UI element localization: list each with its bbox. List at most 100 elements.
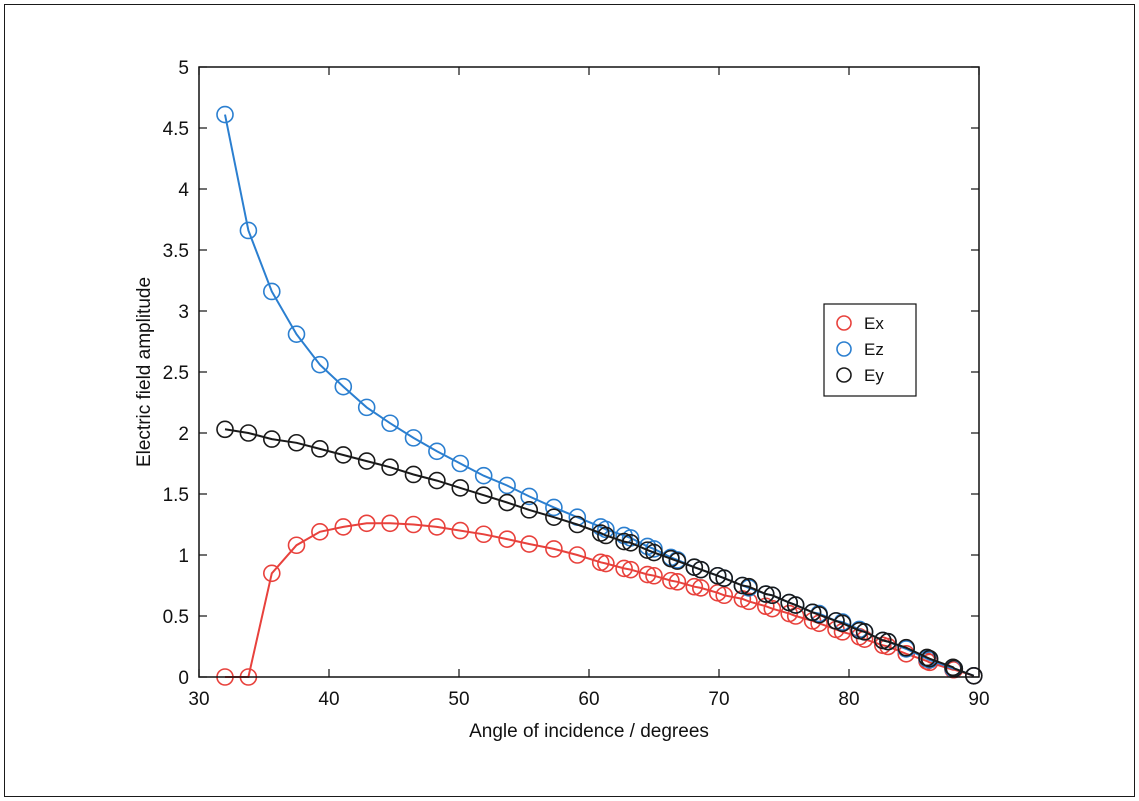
data-point [810, 605, 828, 624]
data-point [262, 282, 281, 301]
data-point [662, 571, 680, 590]
data-point [597, 554, 615, 573]
series-ey [216, 420, 983, 685]
series-ex [216, 514, 983, 686]
series-line-ex [225, 522, 975, 678]
y-tick-label: 2.5 [163, 363, 189, 384]
x-tick-label: 90 [968, 689, 989, 710]
data-point [715, 586, 734, 605]
data-point [311, 523, 329, 541]
y-tick-label: 3 [178, 302, 189, 323]
series-layer [216, 105, 983, 686]
y-tick-label: 1 [178, 546, 189, 567]
data-point [668, 552, 687, 570]
data-point [668, 573, 687, 591]
data-point [638, 565, 657, 584]
y-tick-label: 0.5 [163, 607, 189, 628]
data-point [498, 476, 516, 495]
data-point [645, 543, 663, 562]
ticks-layer: 30 40 50 60 70 80 90 0 0.5 1 1.5 2 2.5 3 3.5 4 4.5 5 [163, 58, 990, 710]
x-tick-label: 30 [188, 689, 209, 710]
data-point [428, 518, 446, 536]
data-point [474, 486, 493, 505]
data-point [262, 430, 281, 448]
y-tick-label: 5 [178, 58, 189, 79]
legend-label: Ex [864, 314, 884, 333]
data-point [311, 440, 329, 458]
data-point [239, 221, 258, 240]
data-point [451, 521, 470, 540]
data-point [691, 560, 710, 579]
data-point [568, 546, 587, 564]
data-point [357, 514, 376, 533]
data-point [879, 632, 897, 651]
data-point [615, 559, 633, 578]
x-tick-label: 60 [578, 689, 599, 710]
legend-label: Ey [864, 366, 884, 385]
data-point [498, 493, 516, 512]
data-point [334, 446, 353, 464]
data-point [920, 649, 939, 668]
data-point [451, 479, 470, 497]
data-point [833, 614, 852, 633]
data-point [715, 569, 734, 587]
legend-label: Ez [864, 340, 884, 359]
y-axis-title: Electric field amplitude [134, 277, 155, 467]
data-point [357, 452, 376, 470]
y-tick-label: 1.5 [163, 485, 189, 506]
data-point [381, 414, 399, 433]
data-point [334, 377, 353, 396]
data-point [216, 105, 234, 124]
data-point [498, 530, 516, 548]
y-tick-label: 4 [178, 180, 189, 201]
x-tick-label: 80 [838, 689, 859, 710]
data-point [357, 398, 376, 417]
data-point [897, 645, 916, 663]
data-point [879, 637, 897, 656]
x-tick-label: 70 [708, 689, 729, 710]
data-point [262, 564, 281, 583]
x-axis-title: Angle of incidence / degrees [469, 721, 709, 742]
y-tick-label: 2 [178, 424, 189, 445]
data-point [381, 514, 399, 533]
legend-marker [836, 341, 852, 357]
data-point [404, 465, 423, 484]
data-point [287, 325, 306, 343]
data-point [334, 518, 353, 536]
data-point [740, 592, 758, 611]
data-point [685, 577, 704, 596]
data-point [520, 501, 539, 519]
data-point [239, 424, 258, 442]
y-tick-label: 3.5 [163, 241, 189, 262]
data-point [287, 433, 306, 452]
data-point [474, 525, 493, 544]
data-point [855, 623, 874, 641]
data-point [520, 535, 539, 553]
data-point [691, 579, 710, 597]
legend: Ex Ez Ey [823, 303, 917, 397]
data-point [287, 536, 306, 555]
legend-marker [836, 315, 852, 331]
data-point [404, 429, 423, 447]
data-point [964, 666, 983, 685]
data-point [763, 599, 782, 618]
data-point [897, 638, 916, 657]
x-tick-label: 40 [318, 689, 339, 710]
data-point [428, 471, 446, 490]
data-point [786, 596, 805, 614]
data-point [615, 532, 633, 551]
data-point [621, 560, 640, 579]
data-point [545, 508, 563, 526]
data-point [597, 526, 615, 545]
data-point [621, 533, 640, 552]
data-point [756, 585, 775, 603]
data-point [216, 420, 234, 439]
legend-marker [836, 367, 852, 383]
data-point [520, 487, 539, 506]
data-point [381, 458, 399, 476]
data-point [568, 515, 587, 534]
data-point [597, 520, 615, 539]
data-point [311, 355, 329, 374]
data-point [404, 515, 423, 534]
